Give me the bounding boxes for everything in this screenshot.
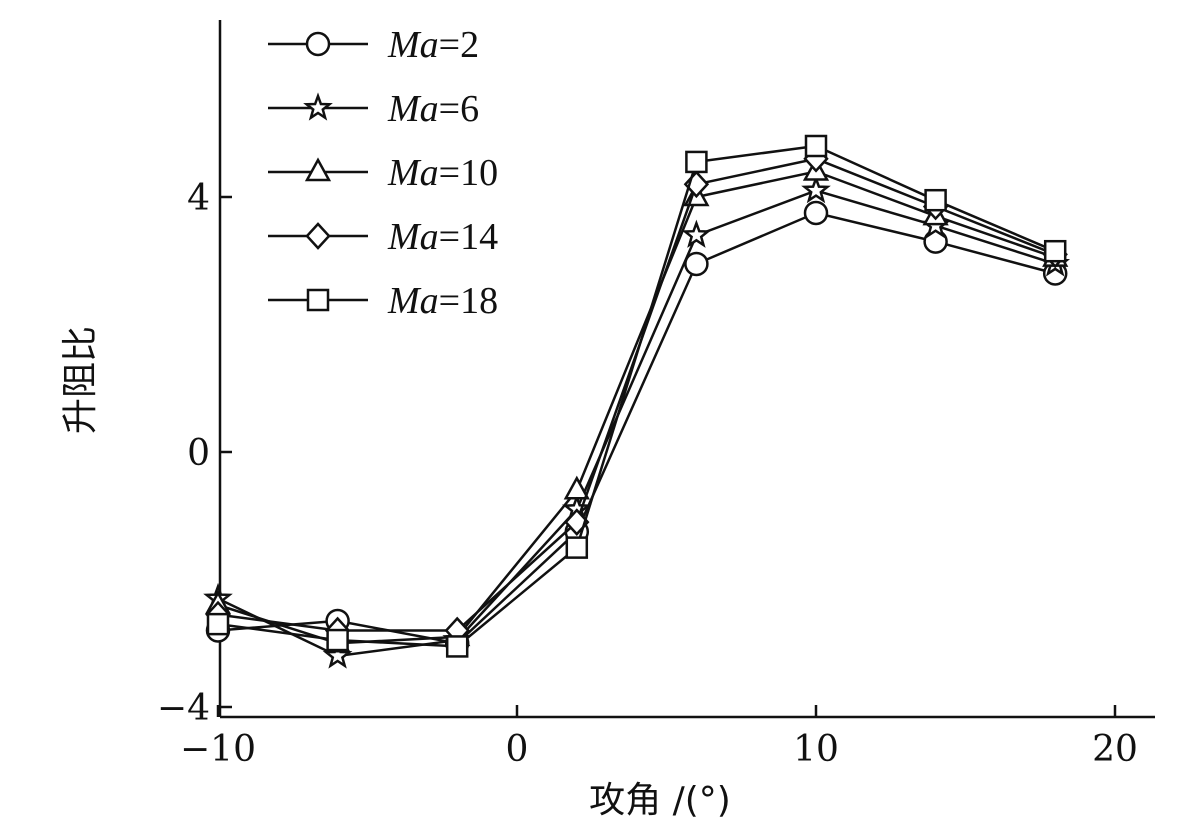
legend-label: Ma=2 [387, 24, 479, 66]
data-point [563, 475, 590, 500]
legend-label: Ma=18 [387, 280, 498, 322]
series-square [206, 134, 1067, 658]
data-point [445, 635, 469, 658]
legend-item: Ma=14 [268, 216, 498, 258]
x-tick-label: 20 [1092, 729, 1138, 770]
legend-label: Ma=10 [387, 152, 498, 194]
legend-item: Ma=6 [268, 88, 479, 130]
data-point [924, 188, 947, 212]
series-circle [205, 200, 1068, 656]
series-line [217, 211, 1056, 645]
data-point [803, 200, 829, 226]
series-line [217, 144, 1056, 648]
x-tick-label: 10 [793, 729, 839, 770]
x-axis-title: 攻角 /(°) [589, 780, 731, 821]
data-point [326, 628, 349, 652]
legend-item: Ma=10 [268, 152, 498, 194]
data-point [1043, 239, 1067, 263]
y-tick-label: 0 [187, 433, 210, 474]
data-point [681, 219, 712, 248]
y-tick-label: 4 [187, 178, 210, 219]
legend-label: Ma=14 [387, 216, 498, 258]
legend-label: Ma=6 [387, 88, 479, 130]
y-axis-title: 升阻比 [60, 326, 101, 434]
legend-item: Ma=18 [268, 280, 498, 322]
data-point [685, 150, 708, 174]
data-point [804, 134, 828, 158]
data-point [565, 536, 589, 559]
legend-item: Ma=2 [268, 24, 479, 66]
x-tick-label: 0 [506, 729, 529, 770]
data-point [206, 612, 230, 636]
legend-marker [306, 288, 330, 312]
legend-marker [305, 222, 331, 250]
y-tick-label: −4 [157, 688, 210, 729]
data-point [801, 174, 831, 204]
legend-marker [305, 31, 331, 57]
legend-marker [303, 92, 333, 121]
series-line [217, 189, 1056, 658]
x-tick-label: −10 [180, 729, 256, 770]
series-layer [203, 134, 1071, 669]
legend: Ma=2 Ma=6 Ma=10 Ma=14 Ma=18 [268, 24, 498, 322]
data-point [684, 251, 709, 277]
axes: −10 0 10 20 −4 0 4 [157, 20, 1155, 770]
legend-marker [304, 157, 332, 182]
